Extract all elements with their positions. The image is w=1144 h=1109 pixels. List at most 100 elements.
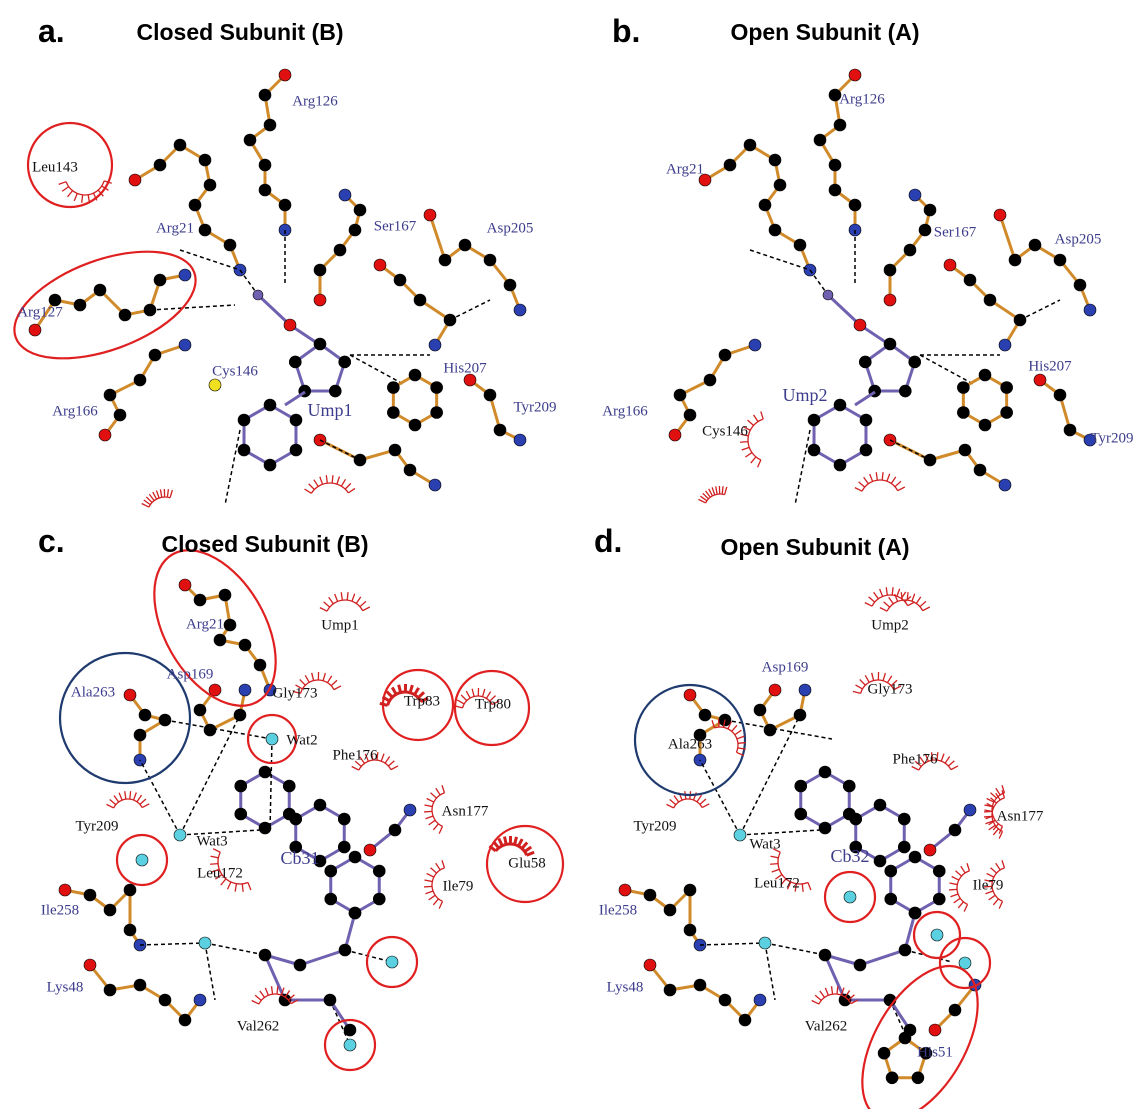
atom: [944, 259, 956, 271]
hydrophobic-spike: [770, 864, 778, 865]
residue-label: Tyr209: [513, 399, 556, 415]
bond: [300, 950, 345, 965]
hydrophobic-spike: [738, 743, 746, 744]
atom: [104, 904, 116, 916]
hydrophobic-spike: [427, 873, 434, 877]
hydrophobic-spike: [954, 898, 961, 903]
atom: [174, 139, 186, 151]
hydrophobic-spike: [125, 791, 126, 799]
hydrophobic-spike: [341, 592, 342, 600]
atom: [364, 844, 376, 856]
residue-label: Ala263: [71, 684, 115, 700]
bond: [860, 950, 905, 965]
bond: [828, 295, 860, 325]
hydrophobic-spike: [360, 601, 366, 606]
atom: [154, 274, 166, 286]
hydrophobic-spike: [88, 195, 89, 203]
atom: [739, 1014, 751, 1026]
atom: [834, 119, 846, 131]
hydrophobic-spike: [337, 477, 340, 485]
hydrophobic-spike: [324, 602, 330, 607]
hydrophobic-spike: [700, 799, 706, 804]
hydrophobic-spike: [745, 453, 752, 458]
hydrophobic-spike: [952, 876, 959, 880]
atom: [238, 414, 250, 426]
hydrophobic-spike: [391, 766, 398, 770]
hydrophobic-spike: [320, 608, 327, 612]
atom: [290, 444, 302, 456]
hbond: [920, 355, 975, 385]
atom: [284, 319, 296, 331]
atom: [734, 829, 746, 841]
hydrophobic-spike: [356, 597, 361, 604]
atom: [387, 407, 399, 419]
hydrophobic-spike: [674, 796, 679, 802]
atom: [189, 199, 201, 211]
hydrophobic-spike: [515, 837, 517, 845]
hydrophobic-spike: [742, 447, 750, 450]
residue-label: Wat3: [749, 836, 780, 852]
bond: [285, 392, 305, 405]
atom: [814, 134, 826, 146]
atom: [279, 199, 291, 211]
hydrophobic-spike: [991, 868, 997, 873]
hydrophobic-spike: [725, 487, 727, 495]
residue-label: Arg21: [156, 220, 194, 236]
bond: [1000, 215, 1015, 260]
atom: [374, 259, 386, 271]
hydrophobic-spike: [999, 901, 1002, 908]
atom: [898, 813, 910, 825]
residue-label: His51: [917, 1044, 953, 1060]
hydrophobic-spike: [320, 477, 323, 485]
atom: [933, 865, 945, 877]
atom: [194, 994, 206, 1006]
atom: [1064, 424, 1076, 436]
hydrophobic-spike: [305, 489, 312, 493]
atom: [324, 994, 336, 1006]
hydrophobic-spike: [170, 490, 172, 498]
hydrophobic-spike: [326, 475, 327, 483]
hydrophobic-spike: [920, 601, 926, 606]
atom: [769, 684, 781, 696]
atom: [874, 799, 886, 811]
residue-label: Asp205: [487, 220, 534, 236]
atom: [664, 984, 676, 996]
hbond: [450, 300, 490, 320]
residue-label: Ala263: [668, 736, 712, 752]
atom: [684, 924, 696, 936]
residue-label: Lys48: [47, 979, 84, 995]
atom: [514, 434, 526, 446]
residue-label: Wat2: [286, 732, 317, 748]
atom: [933, 893, 945, 905]
atom: [431, 407, 443, 419]
hydrophobic-spike: [887, 474, 890, 482]
atom: [964, 804, 976, 816]
residue-label: Glu58: [508, 855, 546, 871]
atom: [338, 841, 350, 853]
hydrophobic-spike: [309, 484, 315, 490]
atom: [159, 994, 171, 1006]
bond: [430, 215, 445, 260]
hydrophobic-arc: [66, 181, 104, 195]
hydrophobic-spike: [989, 895, 996, 900]
atom: [294, 959, 306, 971]
atom: [994, 209, 1006, 221]
atom: [104, 389, 116, 401]
atom: [394, 274, 406, 286]
atom: [808, 444, 820, 456]
residue-label: Arg126: [839, 91, 885, 107]
panel-letter: c.: [38, 523, 65, 559]
hydrophobic-spike: [865, 603, 872, 607]
hydrophobic-spike: [882, 472, 883, 480]
hydrophobic-spike: [426, 891, 434, 894]
atom: [964, 274, 976, 286]
residue-label: Arg21: [666, 161, 704, 177]
hydrophobic-spike: [860, 679, 866, 685]
residue-label: Leu172: [197, 865, 243, 881]
hydrophobic-spike: [140, 799, 146, 804]
atom: [104, 984, 116, 996]
atom: [373, 865, 385, 877]
atom: [139, 709, 151, 721]
hydrophobic-spike: [431, 793, 437, 798]
hydrophobic-spike: [424, 886, 432, 887]
